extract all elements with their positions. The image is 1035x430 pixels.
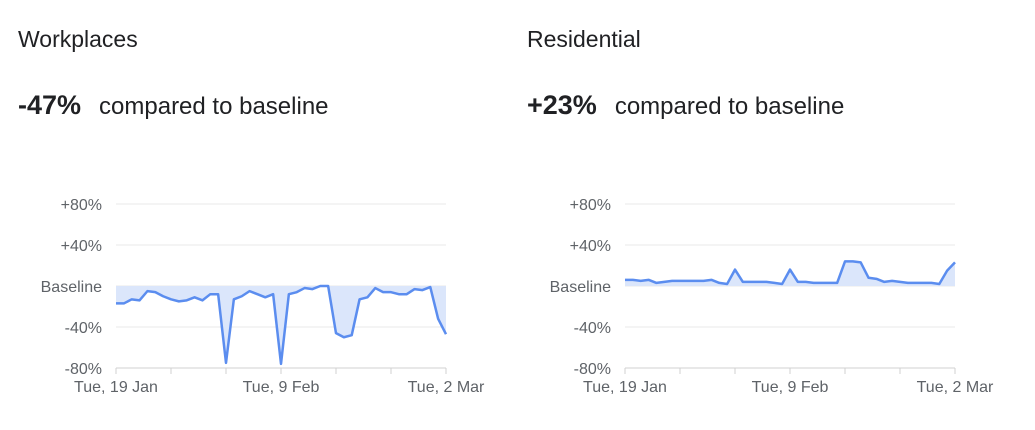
y-tick-label: -40% (574, 320, 611, 337)
residential-panel: Residential +23% compared to baseline +80… (527, 0, 1035, 430)
headline-value: -47% (18, 90, 82, 120)
workplaces-chart: +80% +40% Baseline -40% -80%Tue, 19 Jan Tue, … (41, 197, 485, 396)
x-tick-label: Tue, 2 Mar (408, 379, 485, 396)
area-fill (625, 261, 955, 286)
y-tick-label: +80% (570, 197, 611, 214)
workplaces-panel: Workplaces -47% compared to baseline +80%… (18, 0, 528, 430)
headline: +23% compared to baseline (527, 90, 844, 121)
y-tick-label: +40% (570, 238, 611, 255)
area-fill (116, 286, 446, 364)
y-tick-label: +40% (61, 238, 102, 255)
headline-suffix: compared to baseline (614, 93, 845, 120)
x-tick-label: Tue, 19 Jan (583, 379, 667, 396)
headline-value: +23% (527, 90, 597, 120)
chart-title: Residential (527, 26, 641, 52)
y-tick-label: -80% (65, 361, 102, 378)
chart-title: Workplaces (18, 26, 138, 52)
y-tick-label: -40% (65, 320, 102, 337)
headline-suffix: compared to baseline (99, 93, 329, 120)
headline: -47% compared to baseline (18, 90, 329, 121)
x-tick-label: Tue, 2 Mar (917, 379, 994, 396)
y-tick-label: Baseline (550, 279, 611, 296)
x-tick-label: Tue, 9 Feb (243, 379, 320, 396)
x-tick-label: Tue, 9 Feb (752, 379, 829, 396)
y-tick-label: Baseline (41, 279, 102, 296)
x-tick-label: Tue, 19 Jan (74, 379, 158, 396)
residential-chart: +80% +40% Baseline -40% -80%Tue, 19 Jan Tue, … (550, 197, 994, 396)
y-tick-label: -80% (574, 361, 611, 378)
y-tick-label: +80% (61, 197, 102, 214)
